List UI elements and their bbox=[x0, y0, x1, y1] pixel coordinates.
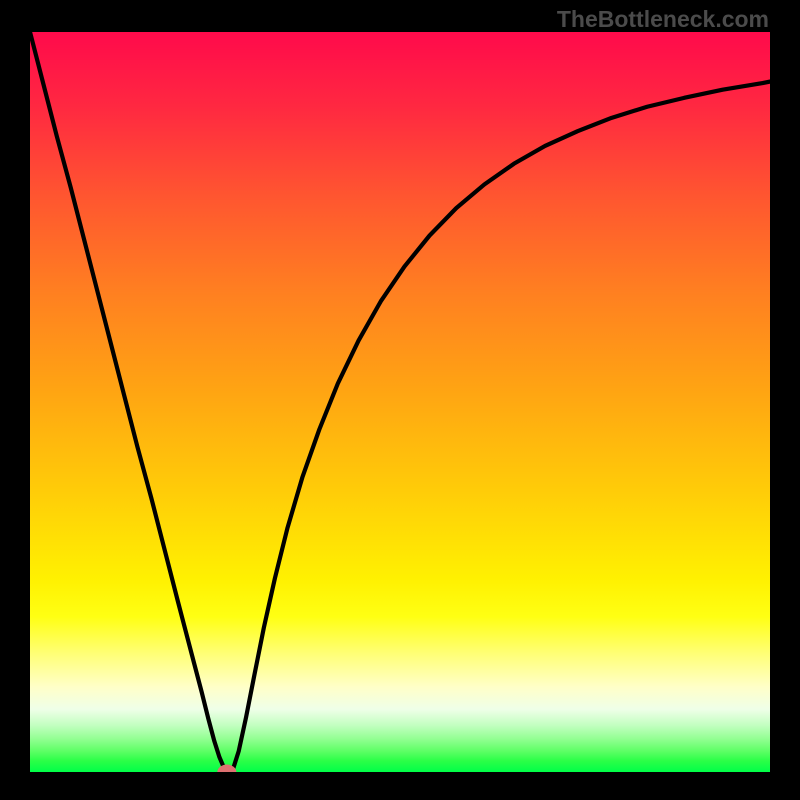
chart-container: TheBottleneck.com bbox=[0, 0, 800, 800]
watermark-text: TheBottleneck.com bbox=[557, 6, 769, 33]
curve-svg bbox=[30, 32, 770, 772]
bottleneck-curve bbox=[30, 32, 770, 772]
plot-area bbox=[30, 32, 770, 772]
